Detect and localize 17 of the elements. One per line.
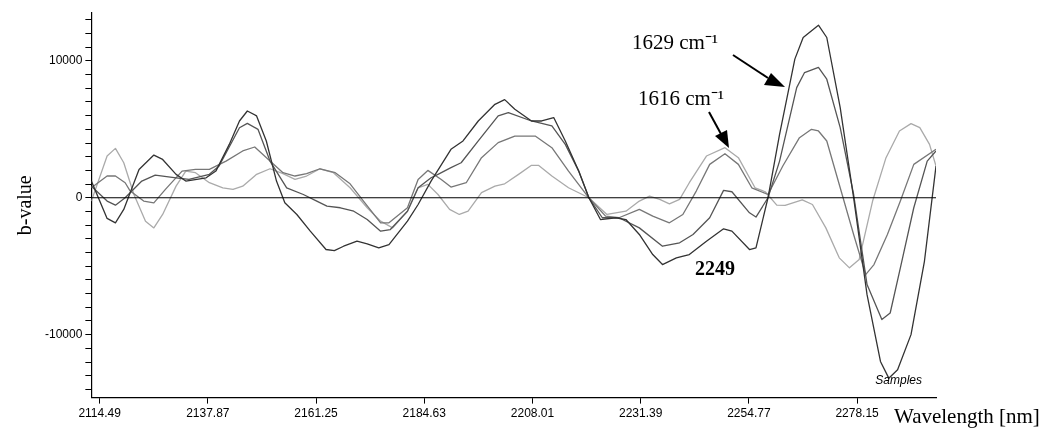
y-tick-label: 10000: [48, 53, 83, 68]
annotation: Samples: [875, 372, 922, 387]
x-tick-label: 2184.63: [402, 406, 447, 421]
y-tick-label: 0: [75, 190, 83, 205]
y-tick-label: -10000: [44, 326, 83, 341]
x-tick-label: 2114.49: [78, 406, 122, 421]
annotation: 1629 cm⁻¹: [631, 29, 719, 54]
x-tick-label: 2161.25: [294, 406, 339, 421]
x-axis-title: Wavelength [nm]: [894, 404, 1040, 429]
x-tick-label: 2231.39: [618, 406, 663, 421]
x-tick-label: 2137.87: [186, 406, 230, 421]
annotation: 1616 cm⁻¹: [637, 85, 725, 110]
x-tick-label: 2278.15: [835, 406, 880, 421]
x-tick-label: 2208.01: [510, 406, 555, 421]
x-tick-label: 2254.77: [727, 406, 771, 421]
annotation: 2249: [695, 257, 735, 280]
y-axis-title: b-value: [13, 175, 36, 236]
